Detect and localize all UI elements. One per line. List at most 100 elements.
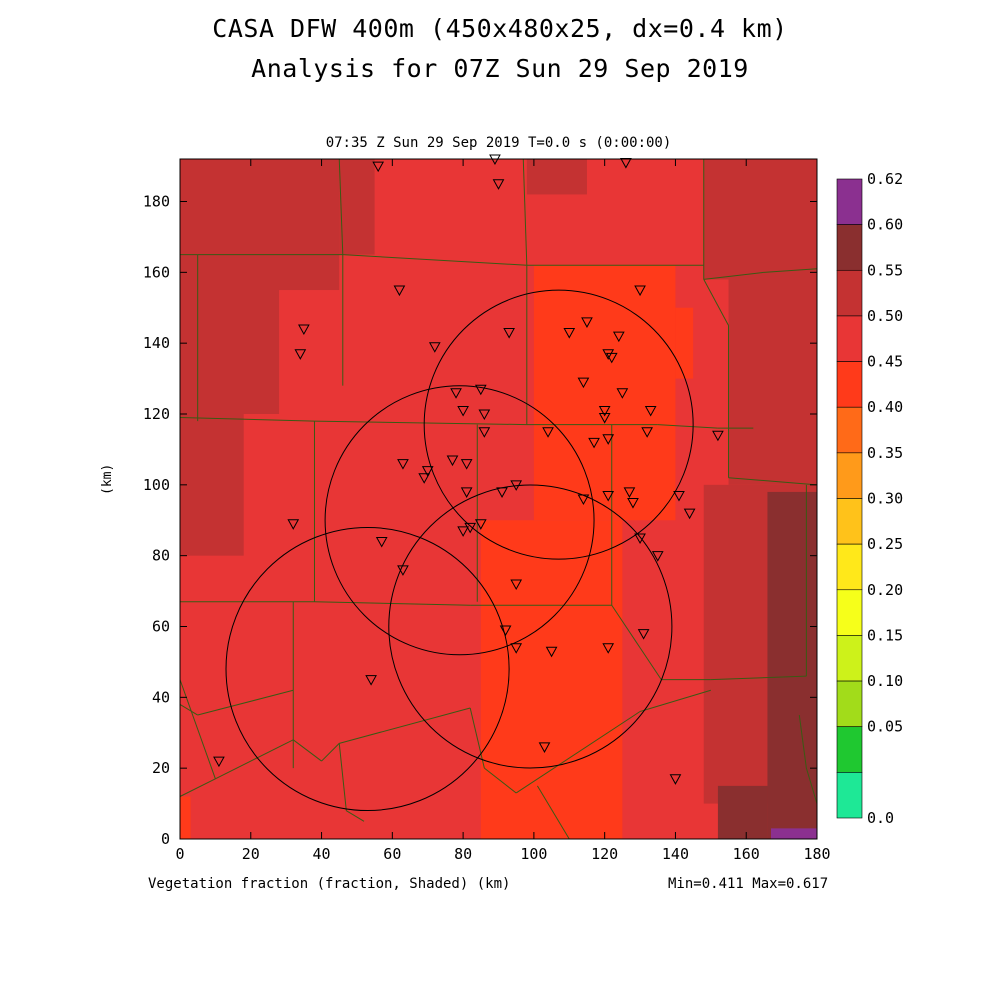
station-marker xyxy=(644,405,657,417)
station-marker xyxy=(510,480,523,491)
station-marker xyxy=(588,437,600,449)
station-marker xyxy=(627,498,639,509)
shaded-region xyxy=(480,520,623,839)
county-boundary-line xyxy=(710,675,807,681)
station-marker xyxy=(496,487,508,498)
station-marker xyxy=(542,427,554,438)
station-marker xyxy=(616,388,629,399)
county-boundary-line xyxy=(703,271,764,280)
county-boundary-line xyxy=(339,707,471,744)
station-marker xyxy=(510,579,523,591)
station-marker xyxy=(298,324,310,336)
station-marker xyxy=(503,328,515,339)
station-marker xyxy=(634,533,646,544)
radar-range-ring xyxy=(388,484,673,769)
station-marker xyxy=(577,494,590,506)
station-marker xyxy=(478,409,491,421)
shaded-region xyxy=(770,828,817,839)
station-marker xyxy=(602,643,615,654)
radar-range-rings xyxy=(225,289,694,812)
colorbar-label: 0.55 xyxy=(867,261,903,279)
x-tick-label: 140 xyxy=(662,845,689,863)
county-boundary-line xyxy=(728,477,818,486)
y-tick-label: 180 xyxy=(143,193,170,211)
colorbar-swatch xyxy=(836,315,863,362)
y-tick-label: 100 xyxy=(143,476,170,494)
shaded-region xyxy=(180,414,244,556)
county-boundary-line xyxy=(314,601,471,606)
station-marker xyxy=(397,565,409,576)
station-marker xyxy=(365,675,377,686)
radar-range-ring xyxy=(225,526,510,812)
station-markers xyxy=(213,154,724,785)
colorbar-swatch xyxy=(836,406,863,454)
station-marker xyxy=(460,487,473,498)
y-tick-label: 60 xyxy=(152,618,170,636)
y-tick-label: 120 xyxy=(143,405,170,423)
station-marker xyxy=(428,342,441,353)
station-marker xyxy=(637,629,650,640)
station-marker xyxy=(287,519,300,530)
shaded-region xyxy=(526,159,587,195)
colorbar-swatch xyxy=(836,224,863,271)
county-boundary-line xyxy=(522,158,528,266)
colorbar-label: 0.35 xyxy=(867,444,903,462)
y-tick-label: 160 xyxy=(143,263,170,281)
station-marker xyxy=(669,774,682,785)
station-marker xyxy=(612,331,625,343)
colorbar-swatch xyxy=(836,635,863,682)
county-boundary-line xyxy=(338,743,347,811)
shaded-region xyxy=(717,785,768,839)
x-tick-label: 180 xyxy=(803,845,830,863)
chart-subtitle: 07:35 Z Sun 29 Sep 2019 T=0.0 s (0:00:00… xyxy=(325,135,672,151)
station-marker xyxy=(418,473,431,484)
x-axis-label: Vegetation fraction (fraction, Shaded) (… xyxy=(148,876,511,892)
colorbar-label: 0.62 xyxy=(867,170,903,188)
shaded-region xyxy=(675,307,694,379)
station-marker xyxy=(397,459,409,470)
x-tick-label: 160 xyxy=(733,845,760,863)
county-boundary-line xyxy=(657,424,718,429)
county-boundary-line xyxy=(179,703,198,716)
shaded-region xyxy=(180,796,191,839)
county-boundary-line xyxy=(515,711,641,794)
y-tick-label: 80 xyxy=(152,547,170,565)
colorbar-label: 0.50 xyxy=(867,307,903,325)
station-marker xyxy=(651,551,664,562)
colorbar-swatch xyxy=(836,178,863,225)
station-marker xyxy=(457,526,469,537)
station-marker xyxy=(375,537,388,548)
county-boundary-line xyxy=(805,768,818,804)
station-marker xyxy=(602,434,615,445)
county-boundary-line xyxy=(197,689,294,716)
colorbar-swatch xyxy=(836,543,863,591)
y-tick-label: 0 xyxy=(161,830,170,848)
x-tick-label: 120 xyxy=(591,845,618,863)
station-marker xyxy=(457,405,469,417)
station-marker xyxy=(634,285,646,297)
shaded-region xyxy=(180,254,280,414)
colorbar-swatch xyxy=(836,726,863,773)
station-marker xyxy=(446,455,459,467)
colorbar-label: 0.05 xyxy=(867,718,903,736)
county-boundary-line xyxy=(314,420,527,426)
station-marker xyxy=(673,490,685,502)
station-marker xyxy=(510,643,523,654)
x-tick-label: 80 xyxy=(454,845,472,863)
station-marker xyxy=(499,625,512,637)
station-marker xyxy=(563,328,576,339)
min-max-readout: Min=0.411 Max=0.617 xyxy=(668,876,829,892)
x-tick-label: 60 xyxy=(383,845,401,863)
y-tick-label: 140 xyxy=(143,334,170,352)
county-boundary-line xyxy=(215,739,294,780)
station-marker xyxy=(372,161,385,173)
colorbar-swatch xyxy=(836,680,863,728)
shaded-region xyxy=(728,236,817,485)
colorbar-label: 0.40 xyxy=(867,398,903,416)
county-boundary-line xyxy=(321,743,340,762)
colorbar-swatch xyxy=(836,589,863,636)
station-marker xyxy=(683,508,696,520)
colorbar-swatch xyxy=(836,772,863,819)
station-marker xyxy=(421,466,434,477)
